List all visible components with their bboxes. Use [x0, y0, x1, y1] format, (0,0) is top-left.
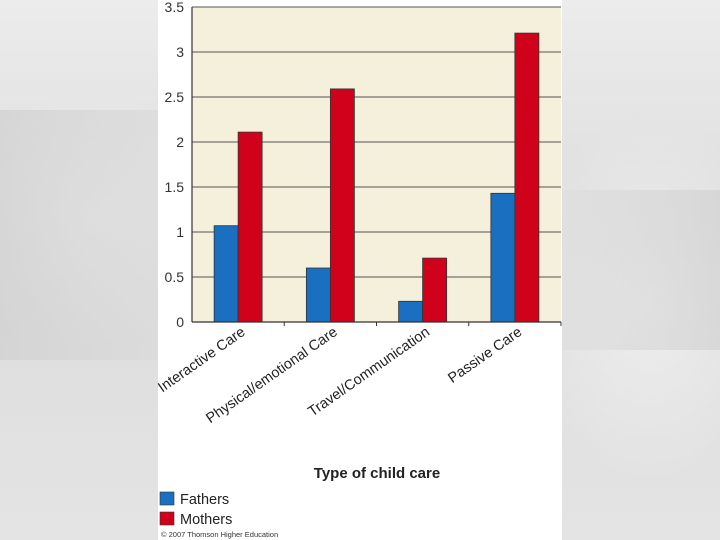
y-tick-label: 0.5 — [165, 269, 185, 285]
legend-swatch-fathers — [159, 491, 175, 506]
bar-mothers-3 — [422, 257, 448, 323]
y-tick-label: 2 — [176, 134, 184, 150]
y-tick-label: 2.5 — [165, 89, 185, 105]
legend-swatch-mothers — [159, 511, 175, 526]
y-tick-label: 0 — [176, 314, 184, 330]
bar-fathers-3 — [398, 300, 424, 323]
y-axis-ticks: 0 0.5 1 1.5 2 2.5 3 3.5 — [165, 0, 185, 330]
x-category-label: Interactive Care — [155, 324, 248, 396]
x-axis-label: Type of child care — [314, 465, 440, 482]
y-tick-label: 1 — [176, 224, 184, 240]
axes — [191, 7, 562, 326]
y-tick-label: 3.5 — [165, 0, 185, 15]
x-category-label: Passive Care — [445, 324, 525, 387]
bar-mothers-2 — [329, 88, 355, 323]
background-shape-right — [560, 190, 720, 350]
legend-label-mothers: Mothers — [180, 512, 232, 528]
y-tick-label: 1.5 — [165, 179, 185, 195]
bar-fathers-1 — [213, 225, 239, 323]
bars — [213, 32, 540, 323]
y-tick-label: 3 — [176, 44, 184, 60]
bar-fathers-4 — [490, 192, 516, 323]
copyright-notice: © 2007 Thomson Higher Education — [161, 530, 278, 539]
legend: Fathers Mothers — [159, 491, 232, 528]
legend-label-fathers: Fathers — [180, 492, 229, 508]
bar-mothers-1 — [237, 131, 263, 323]
bar-fathers-2 — [305, 267, 331, 323]
background-shape-left — [0, 110, 160, 360]
bar-mothers-4 — [514, 32, 540, 323]
